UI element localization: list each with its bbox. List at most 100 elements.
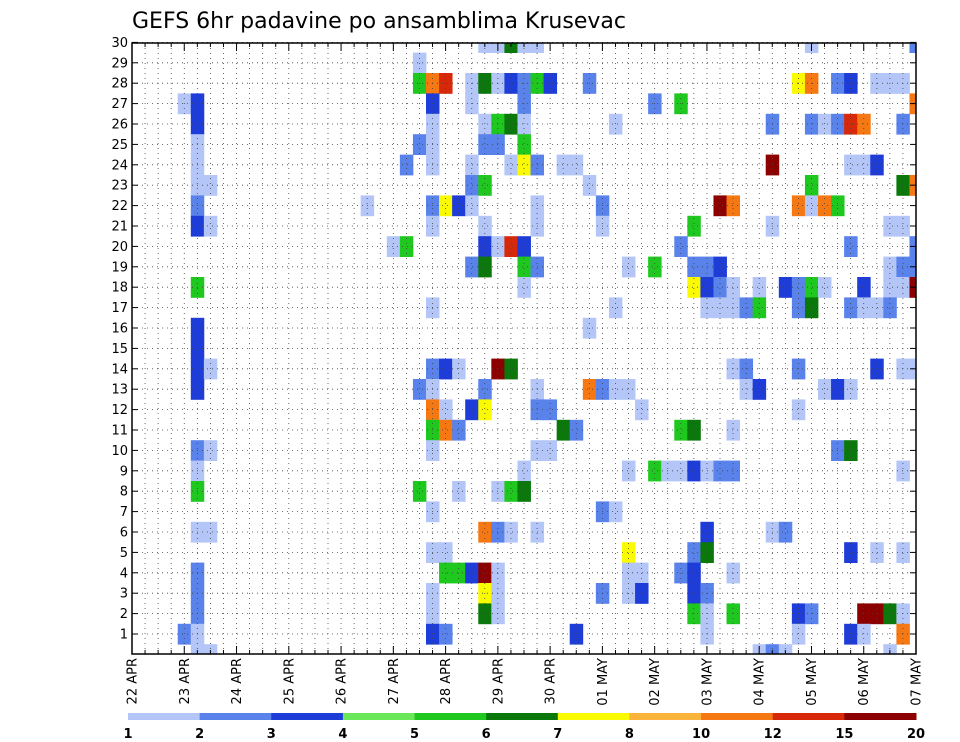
y-tick-label: 3 [120,587,128,602]
precip-cell [478,256,492,278]
precip-cell [478,134,492,155]
precip-cell [791,195,806,217]
y-tick-label: 29 [111,56,128,71]
precip-cell [687,215,701,237]
precip-cell [818,379,832,400]
precip-cell [804,113,819,135]
precip-cell [517,481,531,502]
precip-cell [622,542,636,563]
y-tick-label: 26 [111,118,128,133]
precip-cell [778,644,793,655]
colorbar-label: 12 [764,727,782,742]
precip-cell [791,623,806,645]
colorbar-label: 5 [410,727,419,742]
precip-cell [896,215,910,237]
y-tick-label: 22 [111,199,128,214]
precip-cell [478,113,492,135]
precip-cell [504,521,518,543]
precip-cell [726,195,740,217]
colorbar-swatch [199,713,272,720]
precip-cell [896,623,910,645]
precip-cell [439,419,453,441]
precip-cell [622,256,636,278]
precip-cell [844,113,858,135]
precip-cell [844,236,858,257]
colorbar-label: 4 [338,727,347,742]
precip-cell [752,277,767,298]
precip-cell [478,236,492,257]
x-tick-label: 29 APR [491,658,506,704]
precip-cell [608,501,623,523]
x-tick-label: 28 APR [439,658,454,704]
precip-cell [439,623,453,645]
precip-cell [726,297,740,319]
precip-cell [883,297,897,319]
precip-cell [739,297,754,319]
precip-cell [517,460,531,482]
colorbar-swatch [772,713,845,720]
precip-cell [491,236,505,257]
x-tick-label: 23 APR [178,658,193,704]
precip-cell [648,256,662,278]
colorbar-swatch [414,713,487,720]
precip-cell [582,379,597,400]
y-tick-label: 8 [120,485,128,500]
precip-cell [687,419,701,441]
x-tick-label: 26 APR [335,658,350,704]
precip-cell [896,542,910,563]
colorbar-swatch [629,713,702,720]
precip-cell [608,297,623,319]
precip-cell [203,215,218,237]
precip-cell [713,195,727,217]
precip-cell [896,277,910,298]
precip-cell [504,113,518,135]
precip-cell [674,236,688,257]
precip-cell [844,379,858,400]
x-axis-ticks: 22 APR 23 APR 24 APR 25 APR 26 APR 27 APR 28 A… [126,43,925,706]
precip-cell [203,175,218,196]
grid-lines [132,42,916,654]
precip-cell [452,195,466,217]
colorbar-swatch [342,713,416,720]
colorbar-swatch [128,713,201,720]
y-tick-label: 24 [111,158,128,173]
precip-cell [883,215,897,237]
precip-cell [556,154,571,176]
y-tick-label: 27 [111,97,128,112]
precip-cell [818,113,832,135]
precip-cell [726,419,740,441]
precip-cell [726,460,740,482]
colorbar: 1 2 3 4 5 6 7 8 10 12 15 20 [123,713,925,742]
precip-cell [452,419,466,441]
precip-cell [818,277,832,298]
precip-cell [439,542,453,563]
precip-cell [739,379,754,400]
precip-cell [556,419,571,441]
precip-cell [203,644,218,655]
precip-cell [478,175,492,196]
precip-cell [465,399,479,421]
precip-cell [478,521,492,543]
y-tick-label: 14 [111,362,128,377]
colorbar-swatch [486,713,559,720]
precip-cell [203,521,218,543]
precip-cell [804,297,819,319]
x-tick-label: 25 APR [282,658,297,704]
y-tick-label: 6 [120,526,128,541]
precip-cell [896,113,910,135]
precip-cell [465,195,479,217]
precip-cell [804,175,819,196]
precip-cell [608,113,623,135]
precip-cell [412,379,427,400]
precip-cell [765,644,780,655]
colorbar-label: 3 [267,727,276,742]
colorbar-label: 8 [625,727,634,742]
y-tick-label: 18 [111,281,128,296]
x-tick-label: 07 MAY [910,658,925,706]
precip-cell [648,460,662,482]
precip-cell [491,134,505,155]
y-tick-label: 23 [111,179,128,194]
precip-cell [778,277,793,298]
x-tick-label: 22 APR [126,658,141,704]
precip-cell [439,399,453,421]
